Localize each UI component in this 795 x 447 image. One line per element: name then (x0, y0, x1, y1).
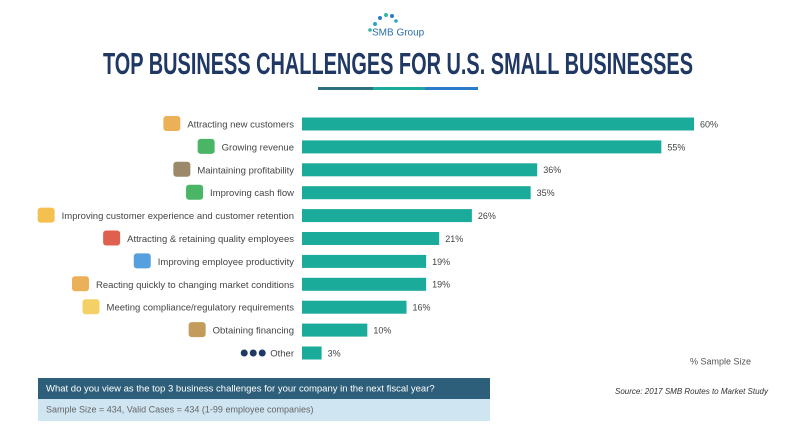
icon (240, 349, 248, 357)
sample-note: Sample Size = 434, Valid Cases = 434 (1-… (46, 404, 313, 414)
icon (37, 207, 55, 223)
value-label: 60% (700, 119, 718, 129)
value-label: 16% (413, 303, 431, 313)
category-label: Improving employee productivity (158, 257, 294, 268)
logo-text: SMB Group (372, 28, 425, 39)
value-label: 26% (478, 211, 496, 221)
category-label: Other (270, 349, 294, 360)
icon (133, 253, 151, 269)
category-label: Growing revenue (222, 142, 294, 153)
value-label: 19% (432, 257, 450, 267)
icon (188, 322, 206, 338)
value-label: 10% (373, 325, 391, 335)
bar (302, 117, 694, 131)
icon (258, 349, 266, 357)
category-label: Attracting & retaining quality employees (127, 234, 294, 245)
category-label: Obtaining financing (213, 326, 294, 337)
icon (103, 230, 121, 246)
category-label: Improving customer experience and custom… (62, 211, 294, 222)
bar (302, 300, 407, 314)
value-label: 3% (328, 348, 341, 358)
category-label: Maintaining profitability (197, 165, 294, 176)
icon (197, 138, 215, 154)
bar (302, 186, 531, 200)
value-label: 19% (432, 280, 450, 290)
category-label: Attracting new customers (187, 120, 294, 131)
bar (302, 232, 440, 245)
category-label: Reacting quickly to changing market cond… (96, 280, 294, 291)
bar (302, 140, 662, 154)
category-label: Meeting compliance/regulatory requiremen… (107, 303, 295, 314)
value-label: 36% (543, 165, 561, 175)
title-rule (318, 87, 373, 90)
icon (82, 299, 100, 315)
question: What do you view as the top 3 business c… (46, 384, 435, 395)
bar (302, 209, 472, 223)
axis-label: % Sample Size (690, 356, 751, 366)
value-label: 55% (667, 142, 685, 152)
value-label: 35% (537, 188, 555, 198)
value-label: 21% (445, 234, 463, 244)
bar (302, 323, 368, 337)
bar (302, 163, 538, 177)
title-rule (425, 87, 478, 90)
icon (186, 184, 204, 200)
category-label: Improving cash flow (210, 188, 294, 199)
icon (173, 161, 191, 177)
bar (302, 346, 322, 360)
bar (302, 277, 427, 291)
bar (302, 254, 427, 268)
icon (71, 276, 89, 292)
title-rule (373, 87, 425, 90)
question-box (38, 378, 490, 399)
icon (163, 116, 181, 131)
source: Source: 2017 SMB Routes to Market Study (615, 387, 769, 396)
sample-box (38, 399, 490, 421)
chart-title: TOP BUSINESS CHALLENGES FOR U.S. SMALL B… (103, 46, 693, 81)
logo-mark (368, 13, 398, 32)
icon (249, 349, 257, 357)
